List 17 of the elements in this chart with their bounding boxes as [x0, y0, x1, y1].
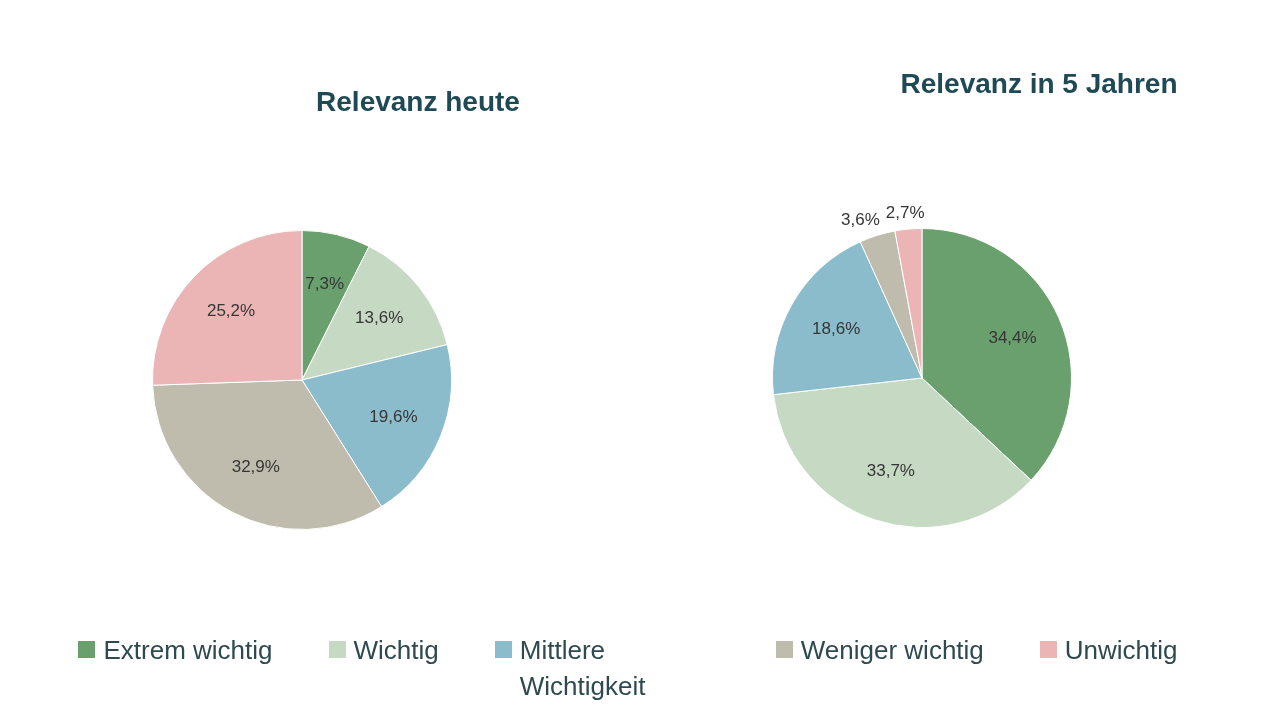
legend-label: Unwichtig [1064, 634, 1178, 667]
legend-label: Mittlere Wichtigkeit [519, 634, 647, 703]
legend-label: Extrem wichtig [103, 634, 273, 667]
data-label: 18,6% [812, 318, 861, 338]
data-label: 33,7% [866, 461, 915, 481]
legend-label: Weniger wichtig [800, 634, 984, 667]
data-label: 7,3% [305, 273, 345, 293]
data-label: 25,2% [206, 301, 256, 321]
data-label: 2,7% [885, 202, 925, 222]
slice-label: Relevanz heute [316, 85, 520, 117]
data-label: 13,6% [355, 308, 404, 328]
data-label: 34,4% [988, 328, 1037, 348]
legend-label: Wichtig [353, 634, 439, 667]
data-label: 3,6% [841, 209, 880, 229]
slice-label: Relevanz in 5 Jahren [900, 67, 1178, 99]
data-label: 19,6% [369, 406, 418, 426]
data-label: 32,9% [231, 456, 280, 476]
